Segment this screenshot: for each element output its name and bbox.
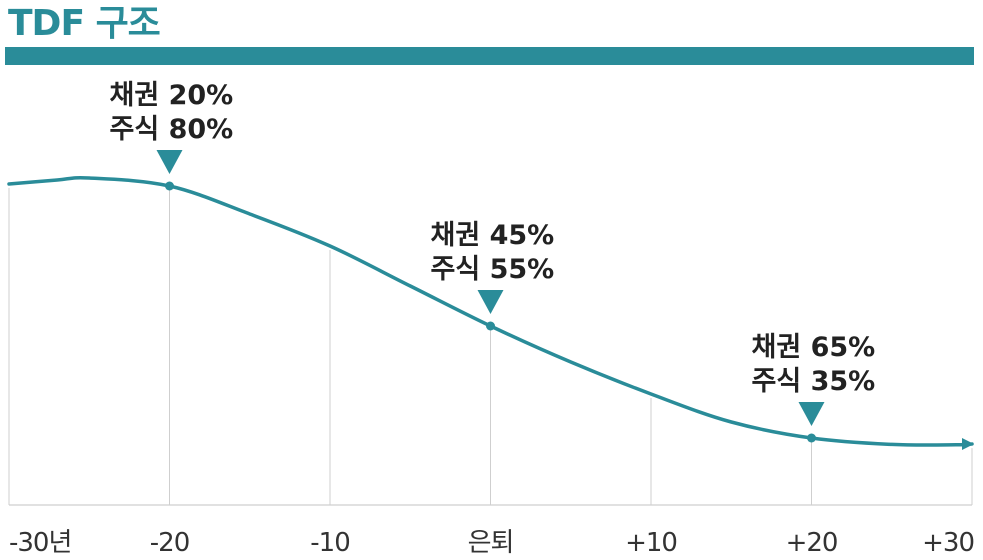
- annotation-bond-1: 채권 45%: [431, 220, 555, 251]
- annotation-bond-0: 채권 20%: [110, 80, 234, 111]
- x-tick-label-0: -30년: [9, 528, 71, 558]
- x-tick-label-4: +10: [625, 528, 677, 558]
- x-tick-label-2: -10: [310, 528, 349, 558]
- annotation-stock-0: 주식 80%: [110, 114, 234, 145]
- data-point-1: [486, 321, 495, 331]
- annotation-stock-1: 주식 55%: [431, 254, 555, 285]
- marker-triangle-2: [798, 402, 825, 426]
- line-end-arrow: [962, 438, 974, 450]
- chart-title: TDF 구조: [8, 3, 161, 44]
- x-tick-label-3: 은퇴: [468, 528, 514, 558]
- annotation-stock-2: 주식 35%: [752, 366, 876, 397]
- annotation-layer: 채권 20%주식 80% 채권 45%주식 55% 채권 65%주식 35%: [110, 80, 876, 443]
- x-tick-label-1: -20: [150, 528, 189, 558]
- marker-triangle-0: [156, 150, 183, 174]
- x-tick-labels: -30년 -20 -10 은퇴 +10 +20 +30: [9, 528, 975, 558]
- title-underline-bar: [5, 47, 974, 65]
- series-layer: [7, 176, 974, 450]
- annotation-bond-2: 채권 65%: [752, 332, 876, 363]
- x-tick-label-6: +30: [922, 528, 974, 558]
- data-point-2: [807, 433, 816, 443]
- marker-triangle-1: [477, 290, 504, 314]
- x-tick-label-5: +20: [786, 528, 838, 558]
- data-point-0: [165, 181, 174, 191]
- grid-lines: [8, 187, 973, 505]
